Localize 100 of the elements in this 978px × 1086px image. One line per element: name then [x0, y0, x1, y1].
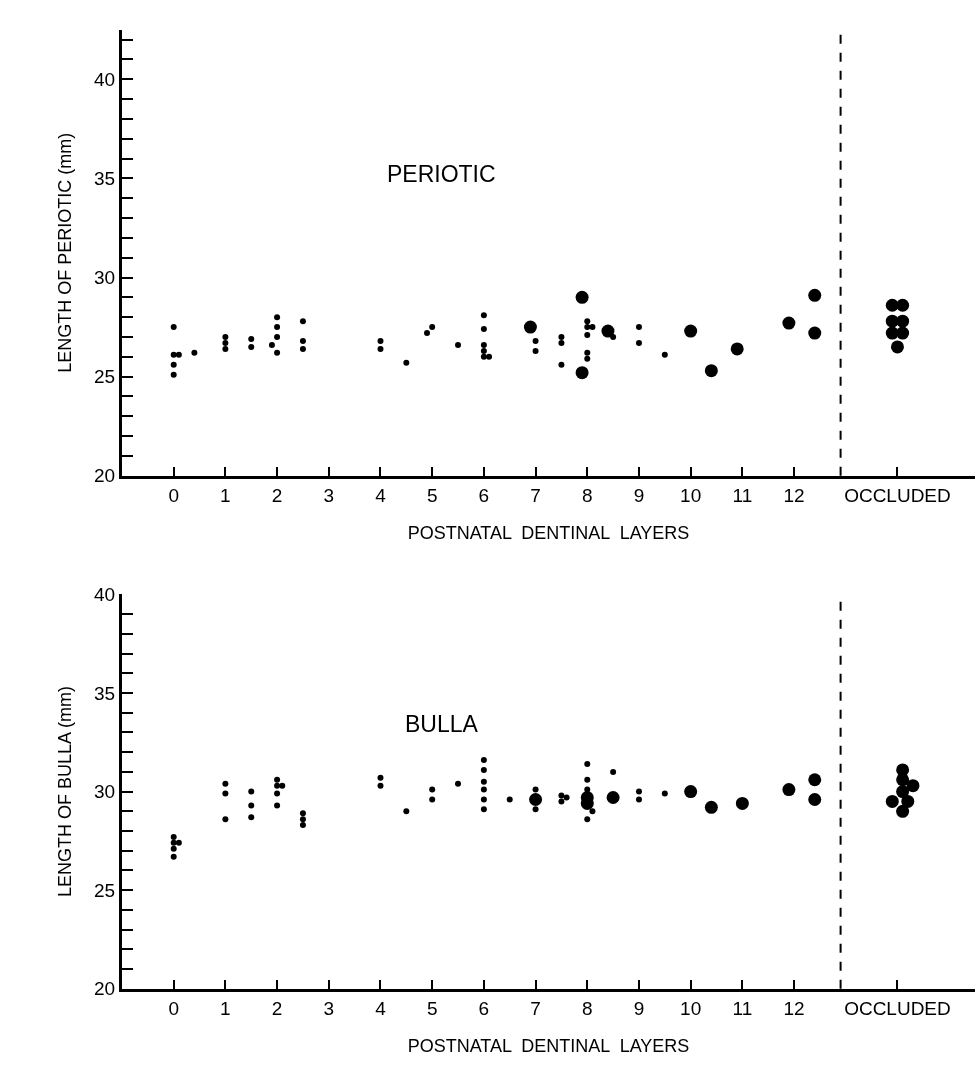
y-axis-title: LENGTH OF BULLA (mm)	[55, 686, 76, 898]
point	[299, 810, 306, 817]
point	[299, 816, 306, 823]
point	[170, 351, 177, 358]
x-tick-label: 12	[783, 997, 805, 1019]
point	[606, 791, 620, 804]
point	[563, 794, 570, 801]
y-tick-label: 20	[94, 978, 116, 1000]
point	[901, 794, 915, 808]
y-tick-label: 35	[94, 167, 116, 189]
point	[896, 326, 910, 340]
x-tick-label: 2	[271, 484, 283, 506]
point	[170, 371, 177, 378]
point	[885, 794, 899, 808]
x-tick-label: 4	[375, 484, 387, 506]
x-axis-title: POSTNATAL DENTINAL LAYERS	[407, 522, 690, 543]
point	[808, 326, 822, 340]
x-tick-label: 4	[375, 997, 387, 1019]
point	[403, 359, 410, 366]
y-axis-title: LENGTH OF PERIOTIC (mm)	[55, 132, 76, 373]
point	[684, 324, 698, 338]
point	[558, 333, 565, 340]
x-tick-label: 6	[478, 997, 490, 1019]
point	[584, 318, 591, 325]
point	[274, 790, 281, 797]
point	[486, 353, 493, 360]
y-tick-label: 20	[94, 465, 116, 487]
point	[896, 773, 910, 787]
point	[601, 324, 615, 338]
point	[610, 768, 617, 775]
text: BULLA	[405, 711, 479, 737]
x-tick-label: 7	[530, 997, 541, 1019]
point	[274, 314, 281, 321]
x-tick-label: 5	[426, 484, 438, 506]
point	[532, 337, 539, 344]
point	[558, 361, 565, 368]
point	[248, 343, 255, 350]
point	[175, 839, 182, 846]
point	[170, 324, 177, 331]
point	[299, 337, 306, 344]
x-tick-label: 0	[168, 997, 179, 1019]
point	[175, 351, 182, 358]
point	[808, 792, 822, 806]
point	[558, 798, 565, 805]
x-tick-label: 0	[168, 484, 179, 506]
x-tick-label: 9	[633, 997, 645, 1019]
text: PERIOTIC	[387, 161, 496, 187]
point	[455, 341, 462, 348]
x-tick-label: 11	[732, 997, 753, 1019]
point	[506, 796, 513, 803]
point	[635, 788, 642, 795]
x-tick-label: 10	[680, 484, 702, 506]
point	[584, 324, 591, 331]
y-tick-label: 35	[94, 682, 116, 704]
point	[808, 288, 822, 302]
point	[480, 766, 487, 773]
point	[896, 298, 910, 312]
point	[222, 816, 229, 823]
point	[808, 773, 822, 787]
point	[730, 342, 744, 356]
point	[274, 333, 281, 340]
point	[480, 312, 487, 319]
y-tick-label: 30	[94, 781, 116, 803]
point	[274, 802, 281, 809]
point	[170, 833, 177, 840]
point	[377, 774, 384, 781]
point	[635, 796, 642, 803]
point	[222, 780, 229, 787]
point	[274, 349, 281, 356]
point	[661, 790, 668, 797]
point	[896, 785, 910, 799]
point	[222, 333, 229, 340]
point	[782, 316, 796, 330]
point	[589, 808, 596, 815]
point	[896, 804, 910, 818]
x-tick-label: 7	[530, 484, 541, 506]
point	[480, 326, 487, 333]
point	[377, 337, 384, 344]
point	[480, 347, 487, 354]
point	[532, 786, 539, 793]
point	[584, 816, 591, 823]
point	[558, 792, 565, 799]
point	[248, 802, 255, 809]
point	[403, 808, 410, 815]
point	[480, 778, 487, 785]
x-tick-label: 2	[271, 997, 283, 1019]
point	[377, 782, 384, 789]
point	[274, 776, 281, 783]
point	[704, 800, 718, 814]
y-tick-label: 40	[94, 68, 116, 90]
x-tick-label: 1	[220, 997, 231, 1019]
point	[584, 349, 591, 356]
x-tick-label: 8	[581, 997, 593, 1019]
point	[906, 779, 920, 793]
y-tick-label: 25	[94, 366, 116, 388]
point	[170, 839, 177, 846]
point	[635, 339, 642, 346]
point	[299, 822, 306, 829]
point	[222, 339, 229, 346]
point	[248, 814, 255, 821]
